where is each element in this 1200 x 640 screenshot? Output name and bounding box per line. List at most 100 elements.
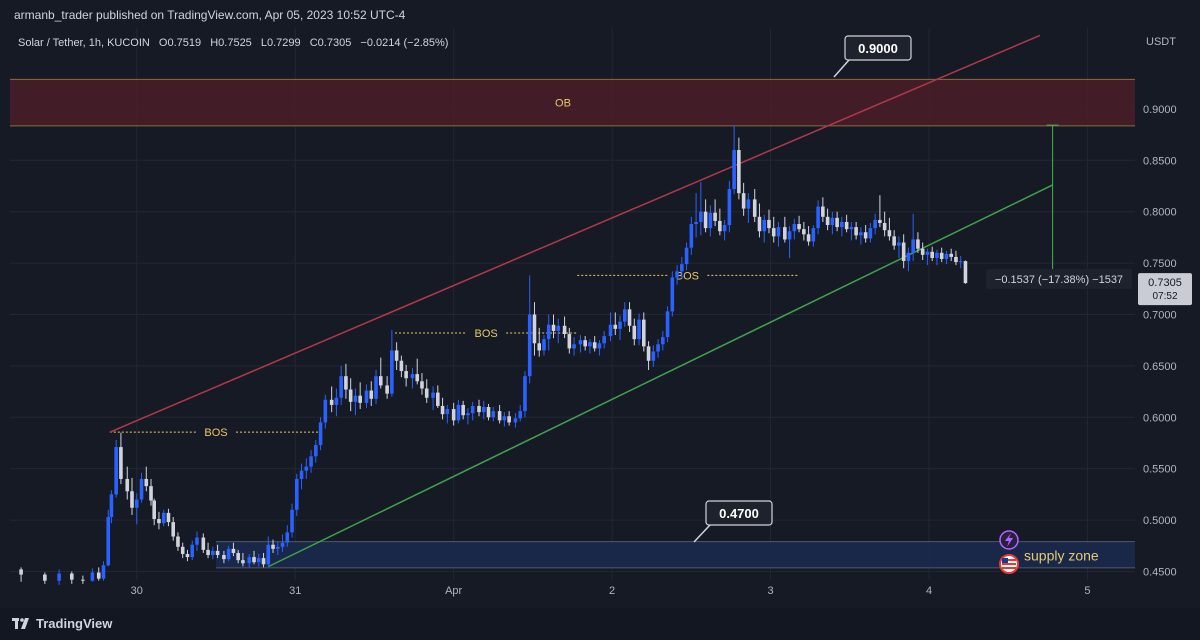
candle-body — [215, 550, 220, 556]
price-axis-panel — [1135, 28, 1200, 608]
upper-channel-line[interactable] — [109, 34, 1041, 433]
time-axis[interactable]: 3031Apr23456 — [131, 585, 1200, 597]
candle-body — [608, 324, 613, 337]
candle-body — [925, 251, 930, 255]
candle-body — [802, 229, 806, 235]
candle-body — [271, 544, 275, 549]
candle-body — [344, 376, 348, 390]
candle-body — [752, 199, 757, 217]
candle-body — [144, 478, 149, 487]
x-tick-label: 2 — [609, 585, 615, 597]
candle-body — [632, 325, 637, 340]
candle-body — [830, 217, 835, 226]
candle-body — [844, 221, 849, 230]
candle-body — [551, 324, 556, 331]
candle-body — [873, 219, 877, 229]
legend: Solar / Tether, 1h, KUCOIN O0.7519 H0.75… — [18, 37, 448, 49]
legend-low: 0.7299 — [267, 37, 301, 49]
candle-body — [821, 206, 825, 217]
legend-open-label: O — [159, 37, 168, 49]
candle-body — [627, 309, 632, 326]
candle-body — [527, 314, 532, 377]
x-tick-label: Apr — [445, 585, 462, 597]
last-price-text: 0.7305 — [1148, 277, 1182, 289]
candle-body — [916, 239, 920, 249]
candle-body — [906, 252, 911, 262]
candle-body — [106, 516, 111, 566]
candle-body — [226, 548, 231, 560]
candle-body — [171, 522, 176, 537]
tradingview-brand: TradingView — [36, 616, 113, 631]
candle-body — [840, 221, 844, 228]
legend-high-label: H — [210, 37, 218, 49]
supply-zone-label: supply zone — [1024, 548, 1099, 564]
ob-zone[interactable] — [10, 79, 1135, 126]
candle-body — [567, 334, 572, 349]
candle-body — [661, 337, 665, 345]
candle-body — [119, 447, 123, 479]
candle-body — [157, 519, 161, 524]
candle-body — [101, 565, 106, 579]
callout-high[interactable] — [844, 35, 912, 61]
candle-body — [261, 558, 266, 565]
candle-body — [190, 544, 195, 558]
bos-label: BOS — [204, 427, 227, 439]
candle-body — [713, 212, 717, 221]
candle-body — [90, 572, 95, 581]
candle-body — [656, 344, 660, 352]
candle-body — [703, 211, 708, 229]
candle-body — [572, 344, 576, 349]
candle-body — [680, 264, 684, 272]
countdown-text: 07:52 — [1152, 291, 1177, 302]
supply-zone[interactable] — [215, 541, 1136, 568]
candle-body — [684, 247, 689, 265]
candle-body — [134, 499, 139, 508]
candle-body — [390, 350, 394, 394]
callout-low[interactable] — [705, 500, 773, 526]
footer-bar: TradingView — [0, 608, 1200, 640]
candle-body — [241, 560, 245, 564]
candle-body — [597, 343, 602, 349]
price-axis[interactable]: USDT 0.9000 0.8500 0.8000 0.7500 0.7000 0.6500… — [1135, 28, 1200, 608]
last-price-tag[interactable] — [1138, 273, 1192, 306]
candle-body — [930, 251, 934, 258]
trendline-layer — [109, 34, 1053, 568]
candle-body — [206, 549, 210, 556]
annotation-layer: 0.9000 0.4700 −0.1537 (−17.38%) −1537 — [693, 35, 1132, 574]
candle-body — [43, 574, 47, 581]
flag-stripe — [1002, 567, 1016, 569]
flag-canton — [1002, 558, 1008, 563]
bos-label: BOS — [475, 328, 498, 340]
candle-body — [542, 339, 546, 351]
candle-body — [583, 340, 587, 347]
candle-body — [304, 466, 309, 471]
candle-body — [694, 221, 698, 225]
x-tick-label: 30 — [131, 585, 143, 597]
candle-body — [109, 494, 114, 517]
candles-layer — [19, 125, 968, 585]
candle-body — [114, 447, 118, 495]
y-tick-label: 0.7500 — [1143, 258, 1177, 270]
candle-body — [792, 224, 797, 232]
candle-body — [897, 242, 901, 246]
ob-zone-label: OB — [555, 98, 571, 110]
candle-body — [675, 271, 679, 278]
lower-channel-line[interactable] — [267, 184, 1053, 568]
candle-body — [314, 445, 318, 457]
chart-area[interactable]: OB supply zone BOS BOS BOS 0.9000 0.4700 −0.1… — [0, 28, 1200, 608]
candle-body — [727, 189, 732, 226]
legend-close-label: C — [310, 37, 318, 49]
flag-stripe — [1002, 559, 1016, 561]
candle-body — [445, 409, 450, 415]
candle-body — [247, 557, 252, 564]
candle-body — [537, 343, 542, 351]
candle-body — [949, 253, 953, 257]
candle-body — [497, 411, 502, 421]
price-chart[interactable]: OB supply zone BOS BOS BOS 0.9000 0.4700 −0.1… — [0, 28, 1200, 608]
candle-body — [339, 376, 343, 398]
candle-body — [892, 236, 896, 246]
tradingview-logo[interactable]: TradingView — [12, 616, 112, 631]
candle-body — [732, 150, 736, 190]
bos-label: BOS — [676, 270, 699, 282]
y-tick-label: 0.8500 — [1143, 155, 1177, 167]
